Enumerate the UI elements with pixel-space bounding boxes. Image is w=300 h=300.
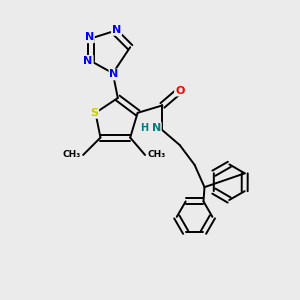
Text: N: N (110, 70, 119, 80)
Text: N: N (152, 123, 161, 133)
Text: O: O (175, 85, 184, 96)
Text: S: S (90, 108, 98, 118)
Text: CH₃: CH₃ (148, 151, 166, 160)
Text: CH₃: CH₃ (62, 151, 81, 160)
Text: N: N (112, 25, 121, 35)
Text: N: N (85, 32, 94, 42)
Text: N: N (83, 56, 93, 66)
Text: H: H (140, 123, 148, 133)
